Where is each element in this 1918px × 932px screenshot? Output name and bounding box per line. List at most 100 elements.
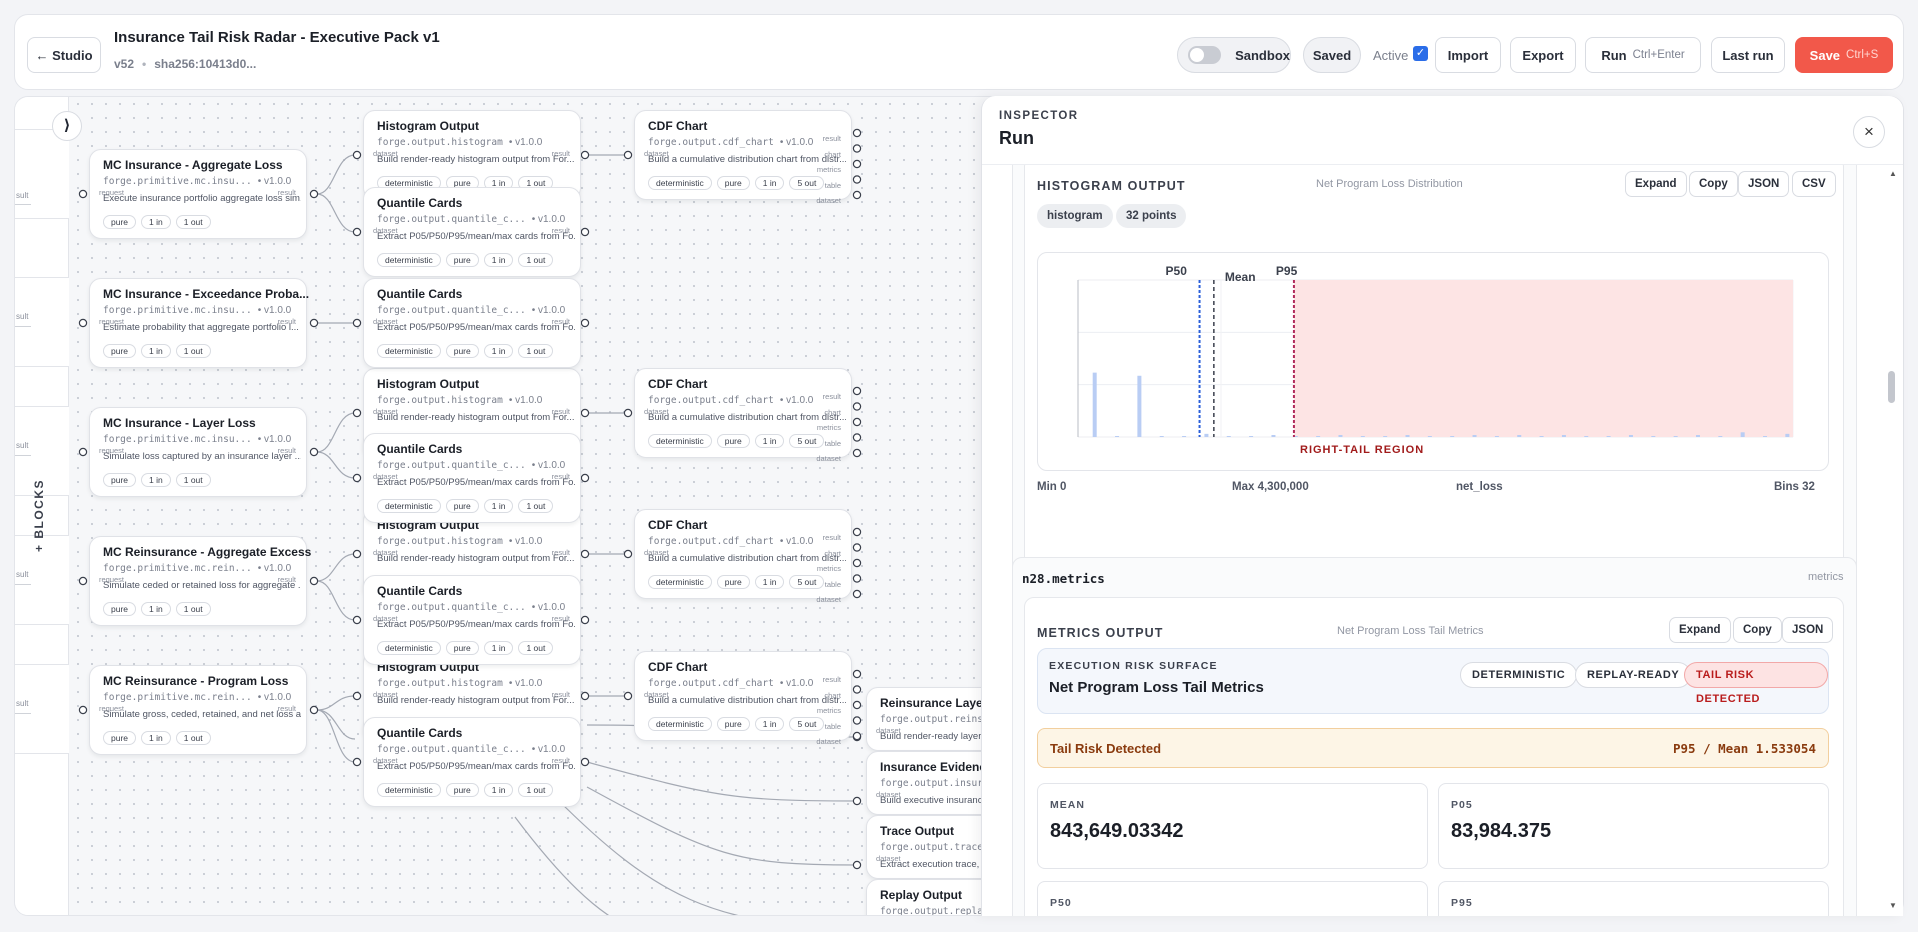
axis-min-label: Min 0	[1037, 481, 1067, 493]
port[interactable]	[309, 705, 319, 715]
node-histogram-output[interactable]: Histogram Output forge.output.histogram • …	[363, 110, 581, 200]
toggle-switch-icon[interactable]	[1188, 46, 1222, 64]
node-cdf-chart[interactable]: CDF Chart forge.output.cdf_chart • v1.0.0 d…	[634, 368, 852, 463]
inspector-body[interactable]: HISTOGRAM OUTPUT Net Program Loss Distri…	[982, 164, 1903, 916]
node-mc-layer-loss[interactable]: MC Insurance - Layer Loss forge.primitiv…	[89, 407, 307, 497]
port[interactable]	[852, 433, 862, 442]
node-cdf-chart[interactable]: CDF Chart forge.output.cdf_chart • v1.0.0 d…	[634, 110, 852, 205]
node-description: Build render-ready layer t	[880, 731, 987, 742]
blocks-panel-label[interactable]: + BLOCKS	[32, 478, 46, 552]
node-quantile-cards[interactable]: Quantile Cards forge.output.quantile_c...…	[363, 717, 581, 807]
port[interactable]	[580, 150, 590, 160]
port[interactable]	[352, 691, 362, 701]
node-quantile-cards[interactable]: Quantile Cards forge.output.quantile_c...…	[363, 187, 581, 277]
save-button[interactable]: Save Ctrl+S	[1795, 37, 1893, 73]
json-button[interactable]: JSON	[1782, 617, 1834, 643]
run-label: Run	[1601, 47, 1627, 63]
csv-button[interactable]: CSV	[1792, 171, 1836, 197]
node-mc-reinsurance-aggregate-excess[interactable]: MC Reinsurance - Aggregate Excess forge.…	[89, 536, 311, 626]
port[interactable]	[852, 190, 862, 200]
expand-button[interactable]: Expand	[1669, 617, 1731, 643]
node-quantile-cards[interactable]: Quantile Cards forge.output.quantile_c...…	[363, 433, 581, 523]
port[interactable]	[852, 448, 862, 458]
port[interactable]	[580, 408, 590, 418]
port[interactable]	[309, 447, 319, 457]
port[interactable]	[852, 402, 862, 411]
node-mc-aggregate-loss[interactable]: MC Insurance - Aggregate Loss forge.prim…	[89, 149, 307, 239]
port[interactable]	[852, 669, 862, 679]
port[interactable]	[352, 615, 362, 625]
port[interactable]	[580, 549, 590, 559]
expand-button[interactable]: Expand	[1625, 171, 1687, 197]
port[interactable]	[852, 796, 862, 806]
scrollbar-thumb[interactable]	[1888, 371, 1895, 403]
port[interactable]	[623, 691, 633, 701]
port[interactable]	[852, 417, 862, 427]
port[interactable]	[852, 386, 862, 396]
node-cdf-chart[interactable]: CDF Chart forge.output.cdf_chart • v1.0.0 d…	[634, 509, 852, 604]
port[interactable]	[352, 473, 362, 483]
port[interactable]	[852, 543, 862, 552]
node-mc-exceedance-probability[interactable]: MC Insurance - Exceedance Proba... forge…	[89, 278, 309, 368]
copy-button[interactable]: Copy	[1733, 617, 1782, 643]
output-port-list: result chart metrics table dataset	[816, 672, 841, 750]
back-to-studio-button[interactable]: ← Studio	[27, 37, 101, 73]
port[interactable]	[852, 527, 862, 537]
port[interactable]	[352, 757, 362, 767]
port[interactable]	[580, 615, 590, 625]
port[interactable]	[352, 227, 362, 237]
port[interactable]	[852, 685, 862, 694]
port[interactable]	[78, 447, 88, 457]
sandbox-toggle[interactable]: Sandbox	[1177, 37, 1291, 73]
copy-button[interactable]: Copy	[1689, 171, 1738, 197]
export-button[interactable]: Export	[1510, 37, 1576, 73]
scroll-down-icon[interactable]: ▼	[1889, 901, 1897, 910]
node-quantile-cards[interactable]: Quantile Cards forge.output.quantile_c...…	[363, 278, 581, 368]
import-button[interactable]: Import	[1435, 37, 1501, 73]
node-quantile-cards[interactable]: Quantile Cards forge.output.quantile_c...…	[363, 575, 581, 665]
port[interactable]	[309, 318, 319, 328]
port[interactable]	[852, 159, 862, 169]
close-icon[interactable]: ×	[1853, 116, 1885, 148]
active-checkbox[interactable]: ✓	[1413, 46, 1428, 61]
node-version-text: v1.0.0	[264, 692, 292, 703]
port[interactable]	[580, 473, 590, 483]
json-button[interactable]: JSON	[1738, 171, 1790, 197]
port[interactable]	[623, 408, 633, 418]
node-cdf-chart[interactable]: CDF Chart forge.output.cdf_chart • v1.0.0 d…	[634, 651, 852, 746]
port[interactable]	[852, 700, 862, 710]
port[interactable]	[852, 144, 862, 153]
port[interactable]	[852, 175, 862, 184]
port[interactable]	[78, 576, 88, 586]
port[interactable]	[852, 558, 862, 568]
run-button[interactable]: Run Ctrl+Enter	[1585, 37, 1701, 73]
port[interactable]	[580, 227, 590, 237]
port[interactable]	[852, 589, 862, 599]
scroll-up-icon[interactable]: ▲	[1889, 169, 1897, 178]
port[interactable]	[78, 189, 88, 199]
port[interactable]	[623, 150, 633, 160]
last-run-button[interactable]: Last run	[1711, 37, 1785, 73]
input-port-label: dataset	[876, 726, 901, 735]
port[interactable]	[580, 691, 590, 701]
collapse-toggle-icon[interactable]: ⟩	[52, 111, 82, 141]
node-mc-reinsurance-program-loss[interactable]: MC Reinsurance - Program Loss forge.prim…	[89, 665, 307, 755]
port[interactable]	[852, 128, 862, 138]
port[interactable]	[852, 716, 862, 725]
port[interactable]	[352, 318, 362, 328]
port[interactable]	[309, 189, 319, 199]
port[interactable]	[623, 549, 633, 559]
port[interactable]	[352, 549, 362, 559]
port[interactable]	[352, 150, 362, 160]
port[interactable]	[852, 731, 862, 741]
port[interactable]	[580, 757, 590, 767]
port[interactable]	[580, 318, 590, 328]
scrollbar[interactable]	[1887, 165, 1899, 916]
port[interactable]	[852, 574, 862, 583]
port[interactable]	[309, 576, 319, 586]
port[interactable]	[352, 408, 362, 418]
port[interactable]	[78, 318, 88, 328]
port[interactable]	[852, 860, 862, 870]
port[interactable]	[78, 705, 88, 715]
node-id: forge.output.trace	[880, 842, 983, 853]
